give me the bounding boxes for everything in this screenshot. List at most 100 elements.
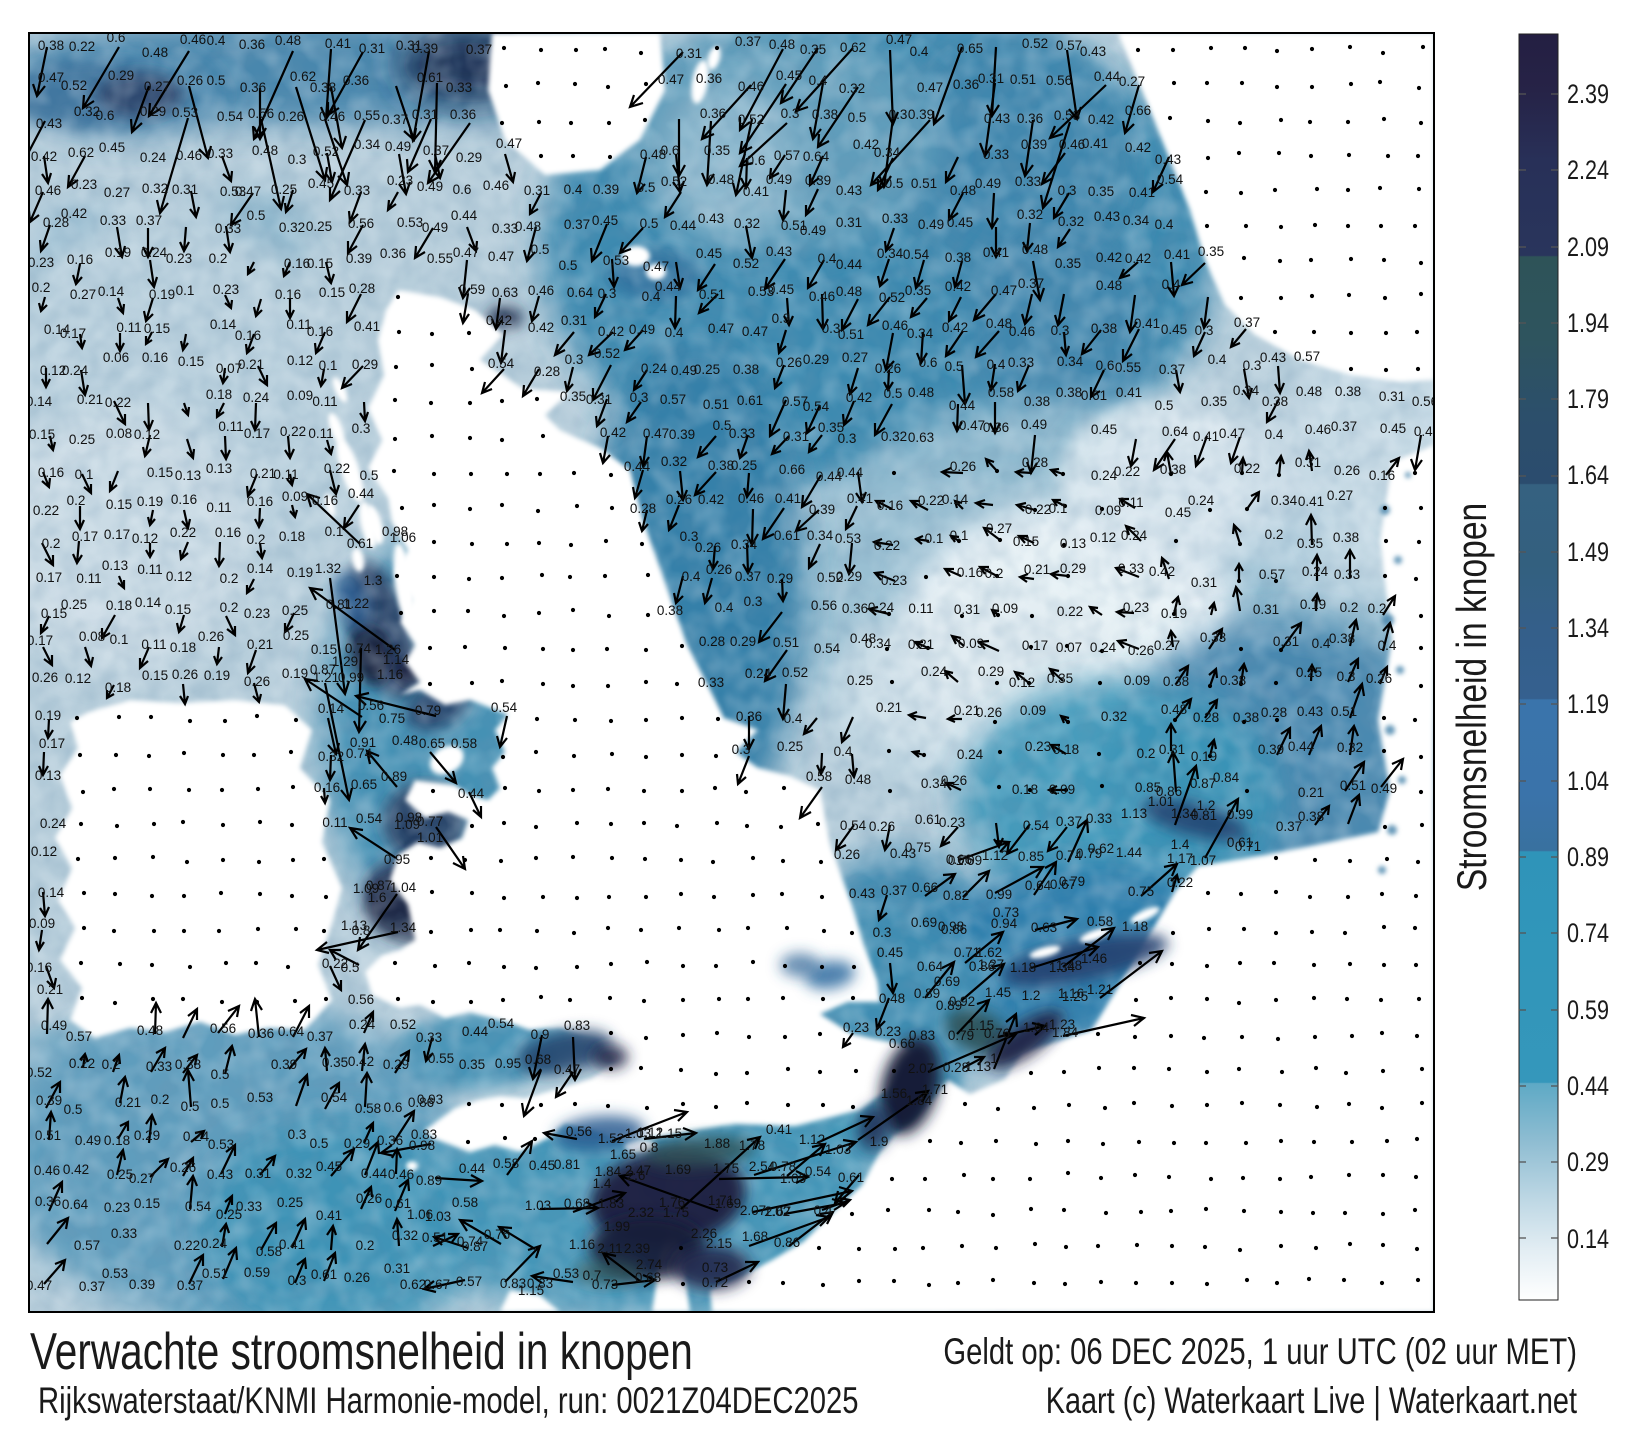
svg-text:0.37: 0.37 [307, 1029, 333, 1044]
svg-text:0.35: 0.35 [905, 283, 931, 298]
svg-text:0.51: 0.51 [1340, 778, 1366, 793]
svg-text:0.42: 0.42 [1096, 250, 1122, 265]
svg-text:0.14: 0.14 [26, 394, 53, 409]
svg-text:0.24: 0.24 [745, 666, 772, 681]
svg-text:0.14: 0.14 [98, 284, 125, 299]
svg-text:0.48: 0.48 [708, 172, 734, 187]
svg-text:0.23: 0.23 [875, 1024, 901, 1039]
svg-text:0.12: 0.12 [40, 363, 66, 378]
svg-text:0.9: 0.9 [531, 1027, 550, 1042]
svg-text:0.5: 0.5 [531, 242, 550, 257]
svg-text:0.19: 0.19 [149, 287, 175, 302]
svg-text:0.69: 0.69 [934, 974, 960, 989]
svg-text:0.16: 0.16 [235, 328, 261, 343]
svg-text:1: 1 [990, 1051, 998, 1066]
svg-text:0.23: 0.23 [843, 1020, 869, 1035]
svg-text:0.54: 0.54 [356, 811, 383, 826]
svg-text:0.75: 0.75 [1128, 884, 1154, 899]
svg-text:0.32: 0.32 [318, 749, 344, 764]
svg-text:0.27: 0.27 [986, 521, 1012, 536]
svg-text:0.15: 0.15 [144, 321, 170, 336]
svg-text:2.67: 2.67 [765, 1204, 791, 1219]
svg-text:0.06: 0.06 [103, 350, 129, 365]
svg-text:0.57: 0.57 [74, 1238, 100, 1253]
svg-text:0.41: 0.41 [766, 1122, 792, 1137]
svg-text:0.15: 0.15 [307, 256, 333, 271]
svg-text:0.25: 0.25 [216, 1207, 242, 1222]
svg-text:0.31: 0.31 [1295, 455, 1321, 470]
svg-text:1.46: 1.46 [1081, 951, 1107, 966]
svg-text:0.43: 0.43 [1297, 704, 1323, 719]
svg-text:1.48: 1.48 [1056, 958, 1082, 973]
svg-text:0.41: 0.41 [775, 491, 801, 506]
svg-text:0.26: 0.26 [941, 773, 967, 788]
svg-text:0.33: 0.33 [100, 213, 126, 228]
svg-text:0.35: 0.35 [1198, 244, 1224, 259]
svg-text:0.4: 0.4 [1265, 427, 1284, 442]
svg-text:0.2: 0.2 [220, 600, 239, 615]
svg-text:0.58: 0.58 [988, 385, 1014, 400]
svg-text:0.4: 0.4 [809, 73, 828, 88]
svg-text:0.43: 0.43 [698, 211, 724, 226]
svg-text:0.49: 0.49 [385, 139, 411, 154]
svg-text:0.55: 0.55 [1115, 360, 1141, 375]
svg-text:0.4: 0.4 [834, 744, 853, 759]
svg-text:0.45: 0.45 [308, 176, 334, 191]
svg-text:0.2: 0.2 [985, 566, 1004, 581]
svg-text:0.37: 0.37 [1056, 814, 1082, 829]
svg-text:0.09: 0.09 [282, 489, 308, 504]
svg-text:0.47: 0.47 [886, 32, 912, 47]
svg-text:0.21: 0.21 [37, 982, 63, 997]
svg-text:0.24: 0.24 [921, 664, 948, 679]
svg-text:0.31: 0.31 [359, 41, 385, 56]
svg-text:0.14: 0.14 [1567, 1225, 1609, 1255]
svg-text:0.46: 0.46 [180, 32, 206, 47]
svg-text:0.38: 0.38 [812, 107, 838, 122]
svg-text:0.22: 0.22 [324, 461, 350, 476]
svg-text:0.22: 0.22 [322, 956, 348, 971]
svg-text:0.47: 0.47 [643, 426, 669, 441]
svg-text:0.38: 0.38 [1091, 321, 1117, 336]
svg-text:0.54: 0.54 [1023, 818, 1050, 833]
svg-text:0.26: 0.26 [278, 109, 304, 124]
svg-text:0.53: 0.53 [553, 1266, 579, 1281]
svg-text:0.37: 0.37 [382, 112, 408, 127]
svg-text:0.54: 0.54 [491, 700, 518, 715]
svg-text:1.03: 1.03 [625, 1126, 651, 1141]
svg-text:0.38: 0.38 [945, 250, 971, 265]
svg-text:0.4: 0.4 [665, 325, 684, 340]
svg-text:0.52: 0.52 [313, 144, 339, 159]
svg-text:0.32: 0.32 [74, 104, 100, 119]
svg-text:0.36: 0.36 [35, 1194, 61, 1209]
svg-text:0.29: 0.29 [978, 664, 1004, 679]
svg-text:0.12: 0.12 [132, 531, 158, 546]
svg-text:1.65: 1.65 [610, 1147, 636, 1162]
svg-text:0.85: 0.85 [1018, 849, 1044, 864]
svg-text:0.14: 0.14 [318, 701, 345, 716]
svg-text:0.36: 0.36 [953, 77, 979, 92]
svg-text:0.45: 0.45 [877, 945, 903, 960]
svg-text:0.2: 0.2 [356, 1238, 375, 1253]
svg-text:0.71: 0.71 [1235, 839, 1261, 854]
svg-text:0.43: 0.43 [1094, 209, 1120, 224]
svg-text:0.27: 0.27 [1154, 638, 1180, 653]
svg-text:0.33: 0.33 [1015, 174, 1041, 189]
svg-text:0.46: 0.46 [388, 1167, 414, 1182]
svg-text:0.31: 0.31 [586, 392, 612, 407]
svg-text:0.41: 0.41 [1164, 247, 1190, 262]
svg-text:0.53: 0.53 [102, 1266, 128, 1281]
svg-text:0.38: 0.38 [1024, 394, 1050, 409]
svg-text:0.51: 0.51 [911, 176, 937, 191]
svg-text:0.4: 0.4 [207, 33, 226, 48]
svg-text:0.22: 0.22 [280, 424, 306, 439]
svg-text:0.14: 0.14 [135, 595, 162, 610]
svg-text:0.86: 0.86 [969, 959, 995, 974]
svg-text:0.57: 0.57 [1294, 349, 1320, 364]
svg-text:0.26: 0.26 [1128, 643, 1154, 658]
svg-text:0.18: 0.18 [170, 640, 196, 655]
svg-text:0.62: 0.62 [68, 145, 94, 160]
svg-text:0.47: 0.47 [917, 80, 943, 95]
svg-text:0.2: 0.2 [1265, 527, 1284, 542]
svg-text:0.44: 0.44 [624, 459, 651, 474]
svg-text:1.76: 1.76 [659, 1195, 685, 1210]
